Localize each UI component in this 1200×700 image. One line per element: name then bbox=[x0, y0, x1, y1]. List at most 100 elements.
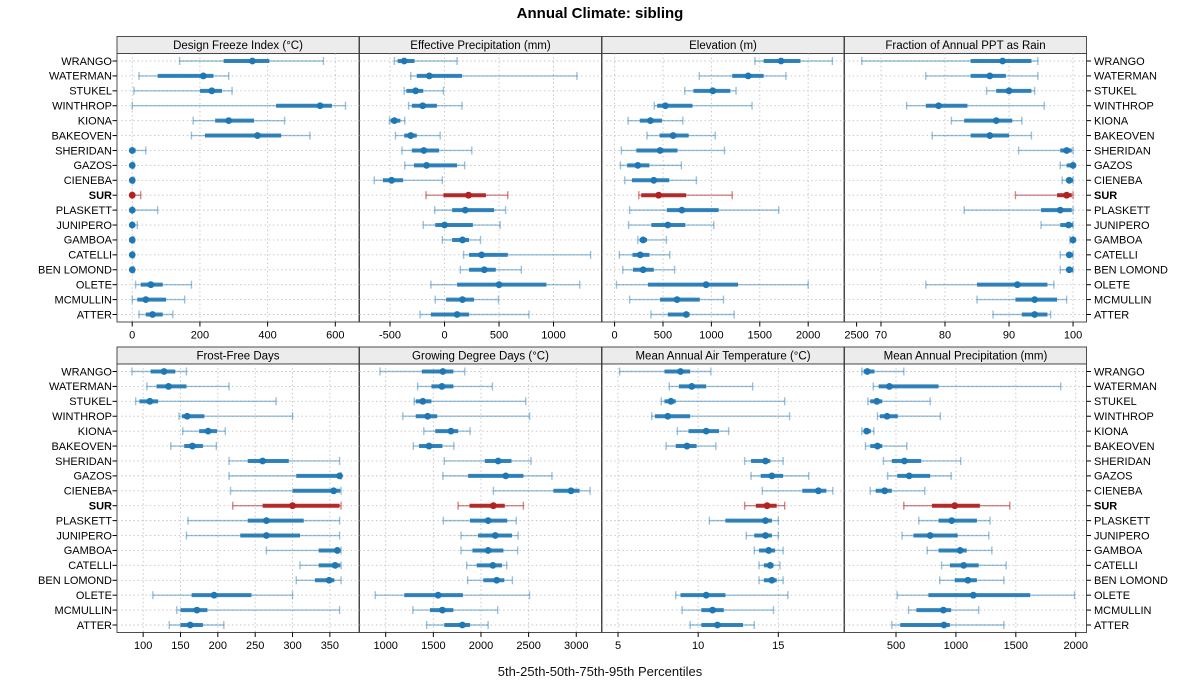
series-mcmullin bbox=[176, 606, 341, 615]
series-sur bbox=[232, 501, 342, 510]
series-ben-lomond bbox=[758, 576, 784, 585]
median-dot bbox=[248, 57, 256, 65]
series-winthrop bbox=[131, 101, 347, 110]
series-plaskett bbox=[963, 206, 1074, 215]
series-gamboa bbox=[128, 235, 136, 244]
median-dot bbox=[128, 191, 136, 199]
series-cieneba bbox=[373, 176, 444, 185]
median-dot bbox=[325, 576, 333, 584]
series-junipero bbox=[1040, 221, 1074, 230]
series-gazos bbox=[228, 471, 343, 480]
series-kiona bbox=[388, 116, 406, 125]
median-dot bbox=[956, 547, 964, 554]
median-dot bbox=[986, 132, 994, 139]
median-dot bbox=[709, 87, 717, 95]
median-dot bbox=[1063, 147, 1071, 154]
station-label-left-sheridan: SHERIDAN bbox=[55, 456, 112, 468]
median-dot bbox=[419, 397, 427, 405]
station-label-right-sur: SUR bbox=[1094, 190, 1117, 202]
station-label-right-mcmullin: MCMULLIN bbox=[1094, 605, 1152, 617]
x-axis: 5 10 15 bbox=[615, 632, 784, 652]
median-dot bbox=[316, 102, 324, 110]
station-label-left-junipero: JUNIPERO bbox=[56, 530, 112, 542]
median-dot bbox=[664, 221, 672, 229]
station-label-left-junipero: JUNIPERO bbox=[56, 220, 112, 232]
series-junipero bbox=[901, 531, 990, 540]
median-dot bbox=[702, 427, 710, 435]
series-olete bbox=[134, 280, 193, 289]
median-dot bbox=[744, 72, 752, 80]
median-dot bbox=[935, 102, 943, 110]
median-dot bbox=[146, 397, 154, 405]
series-ben-lomond bbox=[128, 265, 136, 274]
station-label-right-kiona: KIONA bbox=[1094, 426, 1129, 438]
x-tick-label: 1500 bbox=[421, 640, 445, 652]
x-tick-label: 80 bbox=[939, 330, 951, 342]
series-sheridan bbox=[743, 456, 784, 465]
station-label-right-olete: OLETE bbox=[1094, 279, 1130, 291]
series-stukel bbox=[413, 397, 527, 406]
panel-frost-free-days: Frost-Free Days 100 150 200 250 300 350 bbox=[112, 346, 360, 652]
median-dot bbox=[1013, 281, 1021, 289]
median-dot bbox=[491, 532, 499, 539]
station-label-left-kiona: KIONA bbox=[78, 426, 113, 438]
median-dot bbox=[763, 502, 771, 510]
station-label-right-atter: ATTER bbox=[1094, 309, 1129, 321]
median-dot bbox=[453, 311, 461, 318]
median-dot bbox=[655, 191, 663, 199]
plot-background bbox=[116, 53, 360, 323]
station-label-left-waterman: WATERMAN bbox=[49, 381, 112, 393]
series-olete bbox=[896, 591, 1076, 600]
median-dot bbox=[768, 576, 776, 584]
series-gazos bbox=[442, 471, 553, 480]
station-label-right-bakeoven: BAKEOVEN bbox=[1094, 441, 1155, 453]
median-dot bbox=[208, 87, 216, 95]
series-sur bbox=[457, 501, 525, 510]
station-label-left-sur: SUR bbox=[89, 501, 112, 513]
series-winthrop bbox=[876, 412, 942, 421]
panel-elevation-m: Elevation (m) 0 500 1000 1500 2000 2500 bbox=[601, 36, 869, 342]
station-label-left-ben-lomond: BEN LOMOND bbox=[38, 575, 112, 587]
series-gamboa bbox=[637, 235, 668, 244]
median-dot bbox=[969, 591, 977, 599]
strip-title: Elevation (m) bbox=[689, 40, 757, 52]
y-axis-ticks bbox=[1086, 60, 1091, 315]
median-dot bbox=[439, 368, 447, 375]
series-wrango bbox=[754, 57, 834, 65]
x-tick-label: 250 bbox=[246, 640, 264, 652]
station-label-right-stukel: STUKEL bbox=[1094, 86, 1137, 98]
median-dot bbox=[128, 176, 136, 184]
series-ben-lomond bbox=[459, 265, 523, 274]
median-dot bbox=[1031, 296, 1039, 303]
series-kiona bbox=[192, 116, 286, 125]
x-axis: 100 150 200 250 300 350 bbox=[134, 632, 339, 652]
series-catelli bbox=[299, 561, 342, 570]
station-label-right-plaskett: PLASKETT bbox=[1094, 515, 1151, 527]
median-dot bbox=[128, 147, 136, 154]
series-sheridan bbox=[620, 146, 726, 155]
station-label-left-gamboa: GAMBOA bbox=[64, 235, 113, 247]
median-dot bbox=[905, 472, 913, 480]
series-bakeoven bbox=[412, 442, 455, 451]
median-dot bbox=[193, 606, 201, 614]
series-kiona bbox=[627, 116, 684, 125]
station-label-right-junipero: JUNIPERO bbox=[1094, 220, 1150, 232]
series-atter bbox=[425, 621, 489, 629]
series-olete bbox=[430, 280, 581, 289]
plot-background bbox=[359, 53, 602, 323]
series-mcmullin bbox=[131, 295, 186, 304]
series-gazos bbox=[128, 161, 136, 170]
series-catelli bbox=[128, 250, 136, 259]
series-ben-lomond bbox=[1059, 265, 1074, 274]
x-tick-label: -500 bbox=[379, 330, 401, 342]
x-tick-label: 500 bbox=[887, 640, 905, 652]
series-gamboa bbox=[753, 546, 784, 555]
series-cieneba bbox=[761, 486, 834, 495]
series-catelli bbox=[618, 250, 671, 259]
median-dot bbox=[940, 621, 948, 629]
station-label-left-cieneba: CIENEBA bbox=[64, 175, 113, 187]
series-waterman bbox=[146, 382, 230, 391]
median-dot bbox=[128, 221, 136, 229]
x-tick-label: 1000 bbox=[541, 330, 565, 342]
station-label-left-catelli: CATELLI bbox=[68, 560, 112, 572]
